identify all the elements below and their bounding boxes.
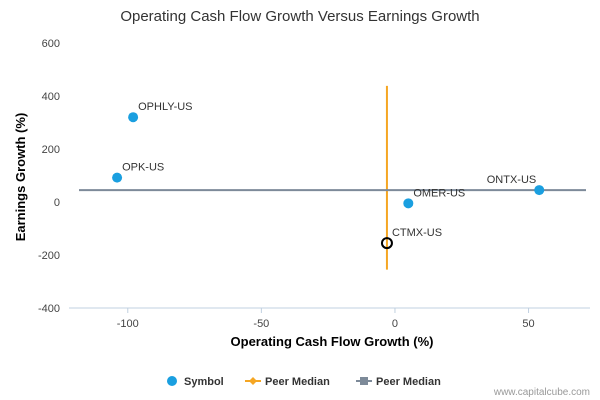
legend-square-marker — [360, 377, 368, 385]
y-tick-label: 600 — [42, 38, 60, 50]
data-point — [112, 172, 123, 183]
x-tick-label: 50 — [522, 318, 534, 330]
y-axis-title: Earnings Growth (%) — [13, 113, 28, 242]
x-axis-title: Operating Cash Flow Growth (%) — [231, 334, 434, 349]
legend-diamond-marker — [249, 377, 257, 385]
y-tick-label: -200 — [38, 250, 60, 262]
legend-label: Symbol — [184, 376, 224, 388]
data-point-label: CTMX-US — [392, 227, 442, 239]
x-tick-label: -50 — [253, 318, 269, 330]
y-tick-label: 0 — [54, 197, 60, 209]
data-point — [403, 198, 414, 209]
y-tick-label: -400 — [38, 303, 60, 315]
y-tick-label: 400 — [42, 91, 60, 103]
x-tick-label: -100 — [117, 318, 139, 330]
y-tick-label: 200 — [42, 144, 60, 156]
legend: Symbol Peer Median Peer Median — [167, 376, 441, 388]
data-point-highlighted — [380, 237, 393, 250]
data-point — [534, 185, 545, 196]
data-point — [128, 112, 139, 123]
data-point-label: OPHLY-US — [138, 101, 192, 113]
legend-label: Peer Median — [376, 376, 441, 388]
data-point-label: OPK-US — [122, 162, 164, 174]
legend-label: Peer Median — [265, 376, 330, 388]
x-tick-label: 0 — [392, 318, 398, 330]
legend-symbol-marker — [167, 376, 177, 386]
plot-area: -100 -50 0 50 -400 -200 0 200 400 600 OPHLY-US OPK-… — [38, 38, 590, 330]
data-point-label: ONTX-US — [487, 174, 537, 186]
data-point-label: OMER-US — [413, 187, 465, 199]
credit-text: www.capitalcube.com — [493, 387, 590, 398]
chart-title: Operating Cash Flow Growth Versus Earnin… — [120, 8, 479, 25]
